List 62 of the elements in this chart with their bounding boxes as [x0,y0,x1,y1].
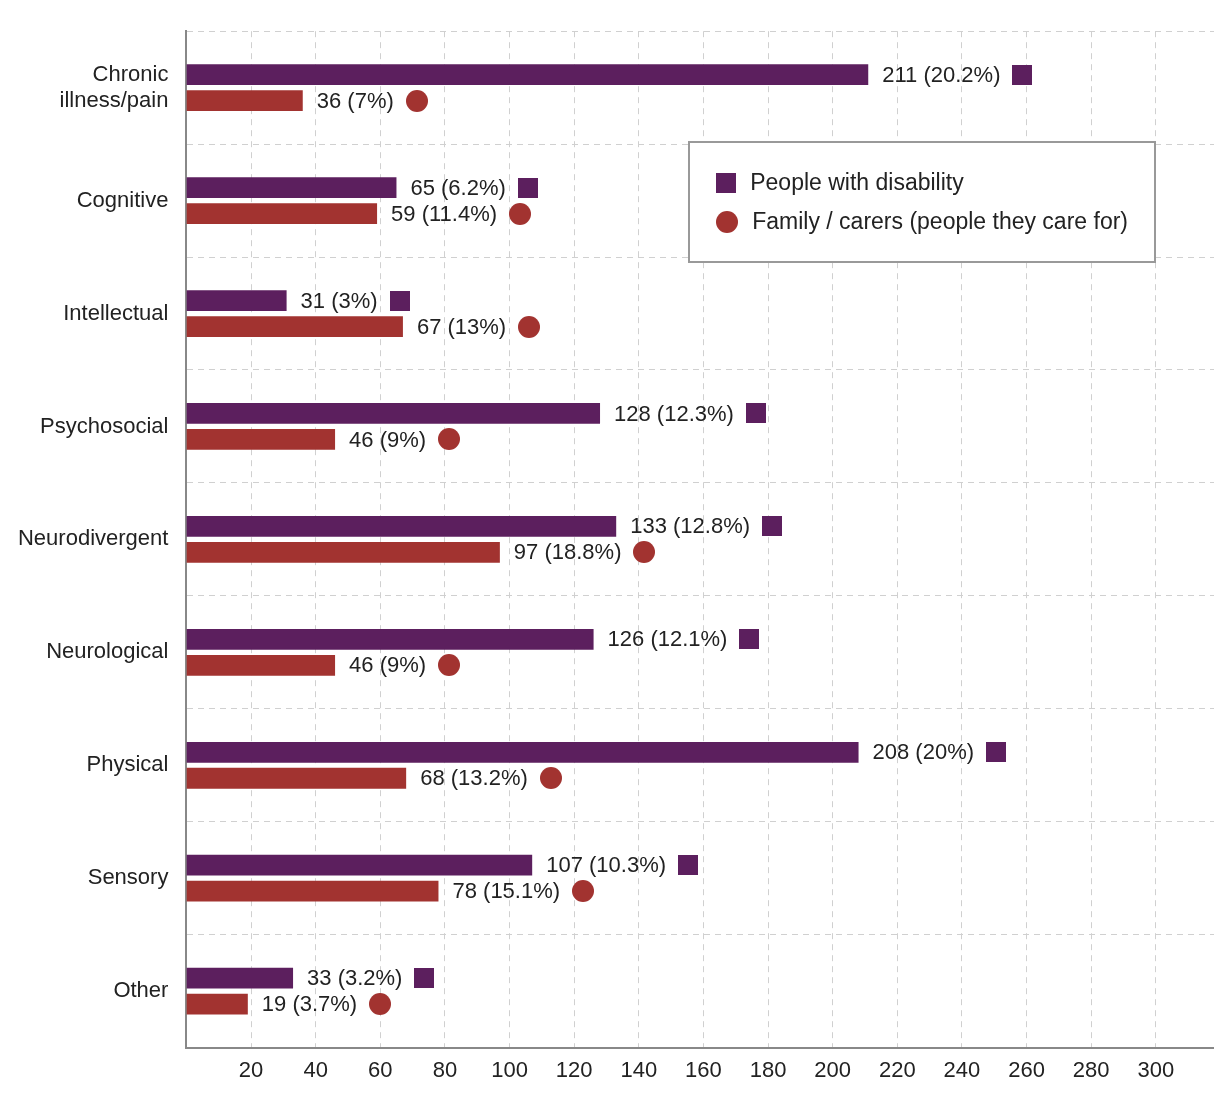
x-tick-label: 220 [878,1056,916,1082]
data-label: 46 (9%) [349,426,427,452]
x-tick-label: 260 [1008,1056,1045,1082]
bar [186,880,439,902]
data-label: 133 (12.8%) [630,513,751,539]
data-label: 211 (20.2%) [882,61,1001,87]
bar [186,854,533,876]
bar [186,516,617,537]
bar [186,290,287,311]
x-tick-label: 80 [432,1056,458,1082]
bar [186,628,594,650]
data-label: 31 (3%) [300,287,378,313]
y-tick-label: Neurological [46,638,169,664]
data-label: 78 (15.1%) [452,878,561,904]
bar [186,741,859,763]
bar [186,542,500,563]
legend-label: Family / carers (people they care for) [752,208,1128,236]
data-label: 59 (11.4%) [391,200,498,226]
x-tick-label: 160 [685,1056,722,1082]
data-label: 36 (7%) [316,87,394,113]
x-tick-label: 60 [368,1056,393,1082]
x-tick-label: 280 [1072,1056,1110,1082]
y-tick-label: Intellectual [63,299,169,325]
y-tick-label: Neurodivergent [17,525,169,551]
bar [186,429,336,450]
data-label: 46 (9%) [349,652,427,678]
bar [186,403,601,424]
x-tick-label: 300 [1137,1056,1175,1082]
x-tick-label: 120 [555,1056,593,1082]
x-tick-label: 40 [303,1056,328,1082]
y-tick-label: Sensory [87,864,169,890]
data-label: 107 (10.3%) [546,852,667,878]
data-label: 68 (13.2%) [420,765,528,791]
y-tick-label: Psychosocial [40,412,169,438]
data-label: 126 (12.1%) [607,626,728,652]
bar [186,177,397,198]
data-label: 19 (3.7%) [261,991,358,1017]
x-tick-label: 200 [814,1056,852,1082]
y-tick-label: Cognitive [76,186,169,212]
bar [186,993,248,1015]
bar [186,316,403,337]
bar [186,767,407,789]
data-label: 65 (6.2%) [410,174,506,200]
x-tick-label: 180 [749,1056,787,1082]
bar [186,967,294,989]
data-label: 33 (3.2%) [307,965,403,991]
y-tick-label: Other [113,977,169,1003]
legend-label: People with disability [750,169,964,197]
data-label: 128 (12.3%) [614,400,734,426]
y-tick-label: Physical [86,751,169,777]
bar [186,64,869,86]
x-tick-label: 100 [491,1056,528,1082]
x-tick-label: 20 [238,1056,264,1082]
data-label: 97 (18.8%) [513,539,622,565]
x-tick-label: 240 [943,1056,981,1082]
bar [186,654,336,676]
data-label: 67 (13%) [416,313,507,339]
y-tick-label: Chronic illness/pain [59,60,169,112]
x-tick-label: 140 [620,1056,658,1082]
bar [186,203,378,224]
bar [186,90,303,112]
data-label: 208 (20%) [872,739,975,765]
